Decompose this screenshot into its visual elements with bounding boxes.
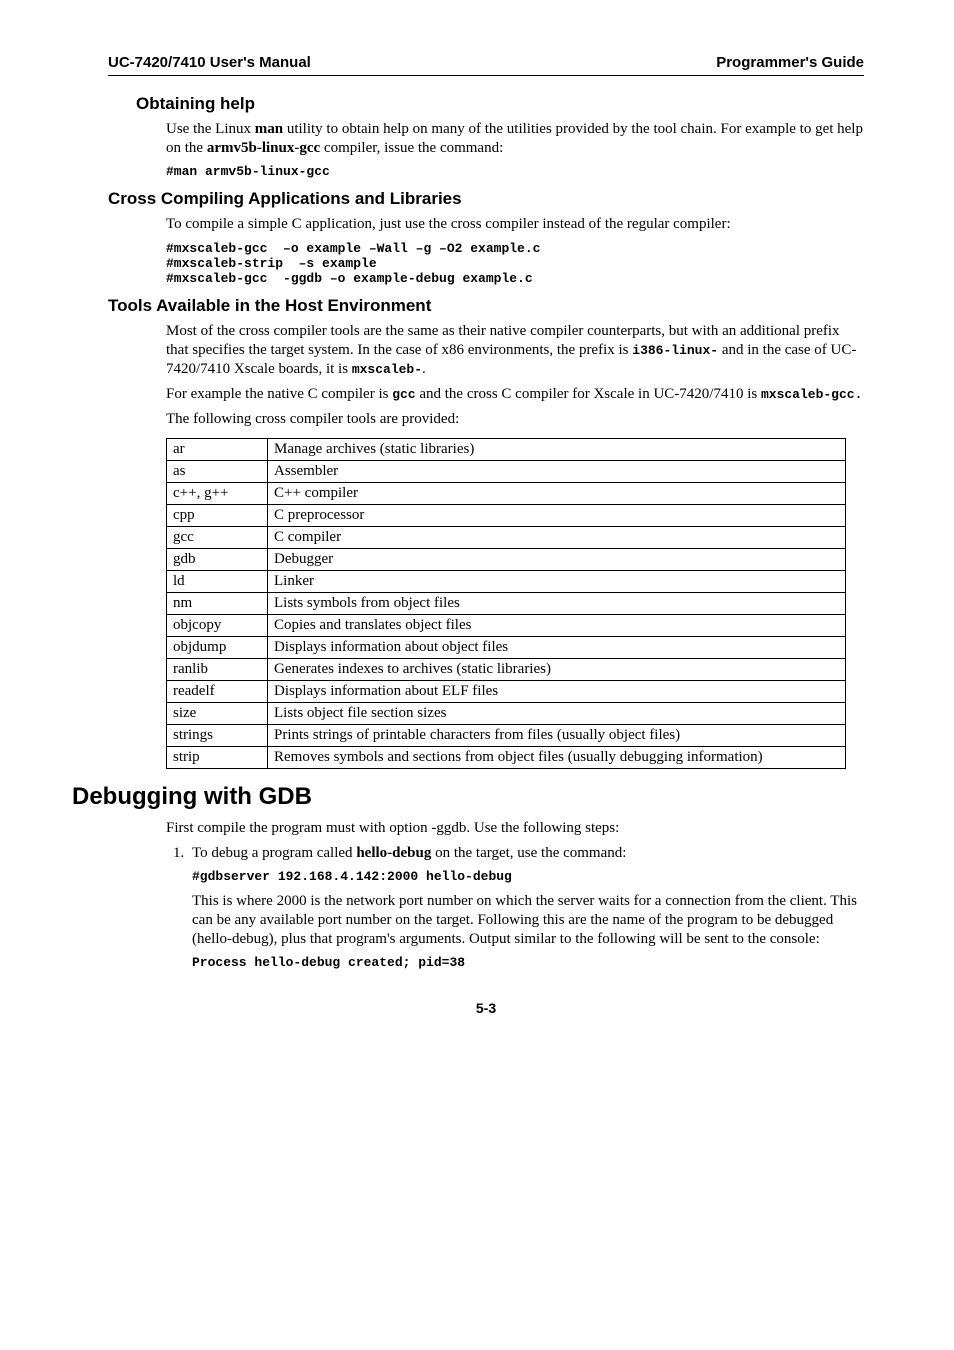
tool-name: objdump (167, 636, 268, 658)
table-row: readelfDisplays information about ELF fi… (167, 680, 846, 702)
table-row: arManage archives (static libraries) (167, 438, 846, 460)
para-obtaining-help: Use the Linux man utility to obtain help… (166, 120, 864, 158)
tool-name: c++, g++ (167, 482, 268, 504)
tool-desc: Displays information about ELF files (268, 680, 846, 702)
tool-name: gdb (167, 548, 268, 570)
code-man: #man armv5b-linux-gcc (166, 164, 864, 179)
table-row: gccC compiler (167, 526, 846, 548)
tool-name: ld (167, 570, 268, 592)
para-tools-3: The following cross compiler tools are p… (166, 410, 864, 429)
table-row: stripRemoves symbols and sections from o… (167, 746, 846, 768)
heading-tools-available: Tools Available in the Host Environment (108, 296, 864, 316)
header-left: UC-7420/7410 User's Manual (108, 54, 311, 71)
code-gdbserver: #gdbserver 192.168.4.142:2000 hello-debu… (192, 869, 864, 886)
table-row: gdbDebugger (167, 548, 846, 570)
tool-desc: Copies and translates object files (268, 614, 846, 636)
tool-desc: Removes symbols and sections from object… (268, 746, 846, 768)
tool-name: strings (167, 724, 268, 746)
tool-desc: Lists symbols from object files (268, 592, 846, 614)
tool-name: cpp (167, 504, 268, 526)
code-cross-compile: #mxscaleb-gcc –o example –Wall –g –O2 ex… (166, 241, 864, 286)
tool-desc: C preprocessor (268, 504, 846, 526)
table-row: asAssembler (167, 460, 846, 482)
tool-name: as (167, 460, 268, 482)
tool-desc: Generates indexes to archives (static li… (268, 658, 846, 680)
tool-desc: Manage archives (static libraries) (268, 438, 846, 460)
para-debug-intro: First compile the program must with opti… (166, 819, 864, 838)
table-row: sizeLists object file section sizes (167, 702, 846, 724)
running-header: UC-7420/7410 User's Manual Programmer's … (108, 54, 864, 76)
para-cross-compiling: To compile a simple C application, just … (166, 215, 864, 234)
header-right: Programmer's Guide (716, 54, 864, 71)
tool-name: readelf (167, 680, 268, 702)
debug-step-1: To debug a program called hello-debug on… (188, 844, 864, 972)
tool-desc: Debugger (268, 548, 846, 570)
tool-name: ar (167, 438, 268, 460)
heading-obtaining-help: Obtaining help (136, 94, 864, 114)
tool-name: strip (167, 746, 268, 768)
table-row: nmLists symbols from object files (167, 592, 846, 614)
heading-debugging-gdb: Debugging with GDB (72, 783, 864, 811)
tool-name: objcopy (167, 614, 268, 636)
table-row: stringsPrints strings of printable chara… (167, 724, 846, 746)
debug-steps: To debug a program called hello-debug on… (166, 844, 864, 972)
tool-desc: Displays information about object files (268, 636, 846, 658)
tool-name: gcc (167, 526, 268, 548)
para-step1-body: This is where 2000 is the network port n… (192, 892, 864, 950)
tool-desc: Assembler (268, 460, 846, 482)
para-tools-2: For example the native C compiler is gcc… (166, 385, 864, 404)
tool-name: ranlib (167, 658, 268, 680)
tool-desc: C compiler (268, 526, 846, 548)
tool-desc: C++ compiler (268, 482, 846, 504)
table-row: ranlibGenerates indexes to archives (sta… (167, 658, 846, 680)
code-process-created: Process hello-debug created; pid=38 (192, 955, 864, 972)
tool-name: size (167, 702, 268, 724)
tool-name: nm (167, 592, 268, 614)
tool-desc: Linker (268, 570, 846, 592)
table-row: objdumpDisplays information about object… (167, 636, 846, 658)
table-row: c++, g++C++ compiler (167, 482, 846, 504)
heading-cross-compiling: Cross Compiling Applications and Librari… (108, 189, 864, 209)
para-tools-1: Most of the cross compiler tools are the… (166, 322, 864, 380)
tool-desc: Prints strings of printable characters f… (268, 724, 846, 746)
tool-desc: Lists object file section sizes (268, 702, 846, 724)
table-row: cppC preprocessor (167, 504, 846, 526)
tools-table: arManage archives (static libraries)asAs… (166, 438, 846, 769)
page-number: 5-3 (108, 1000, 864, 1016)
table-row: ldLinker (167, 570, 846, 592)
table-row: objcopyCopies and translates object file… (167, 614, 846, 636)
